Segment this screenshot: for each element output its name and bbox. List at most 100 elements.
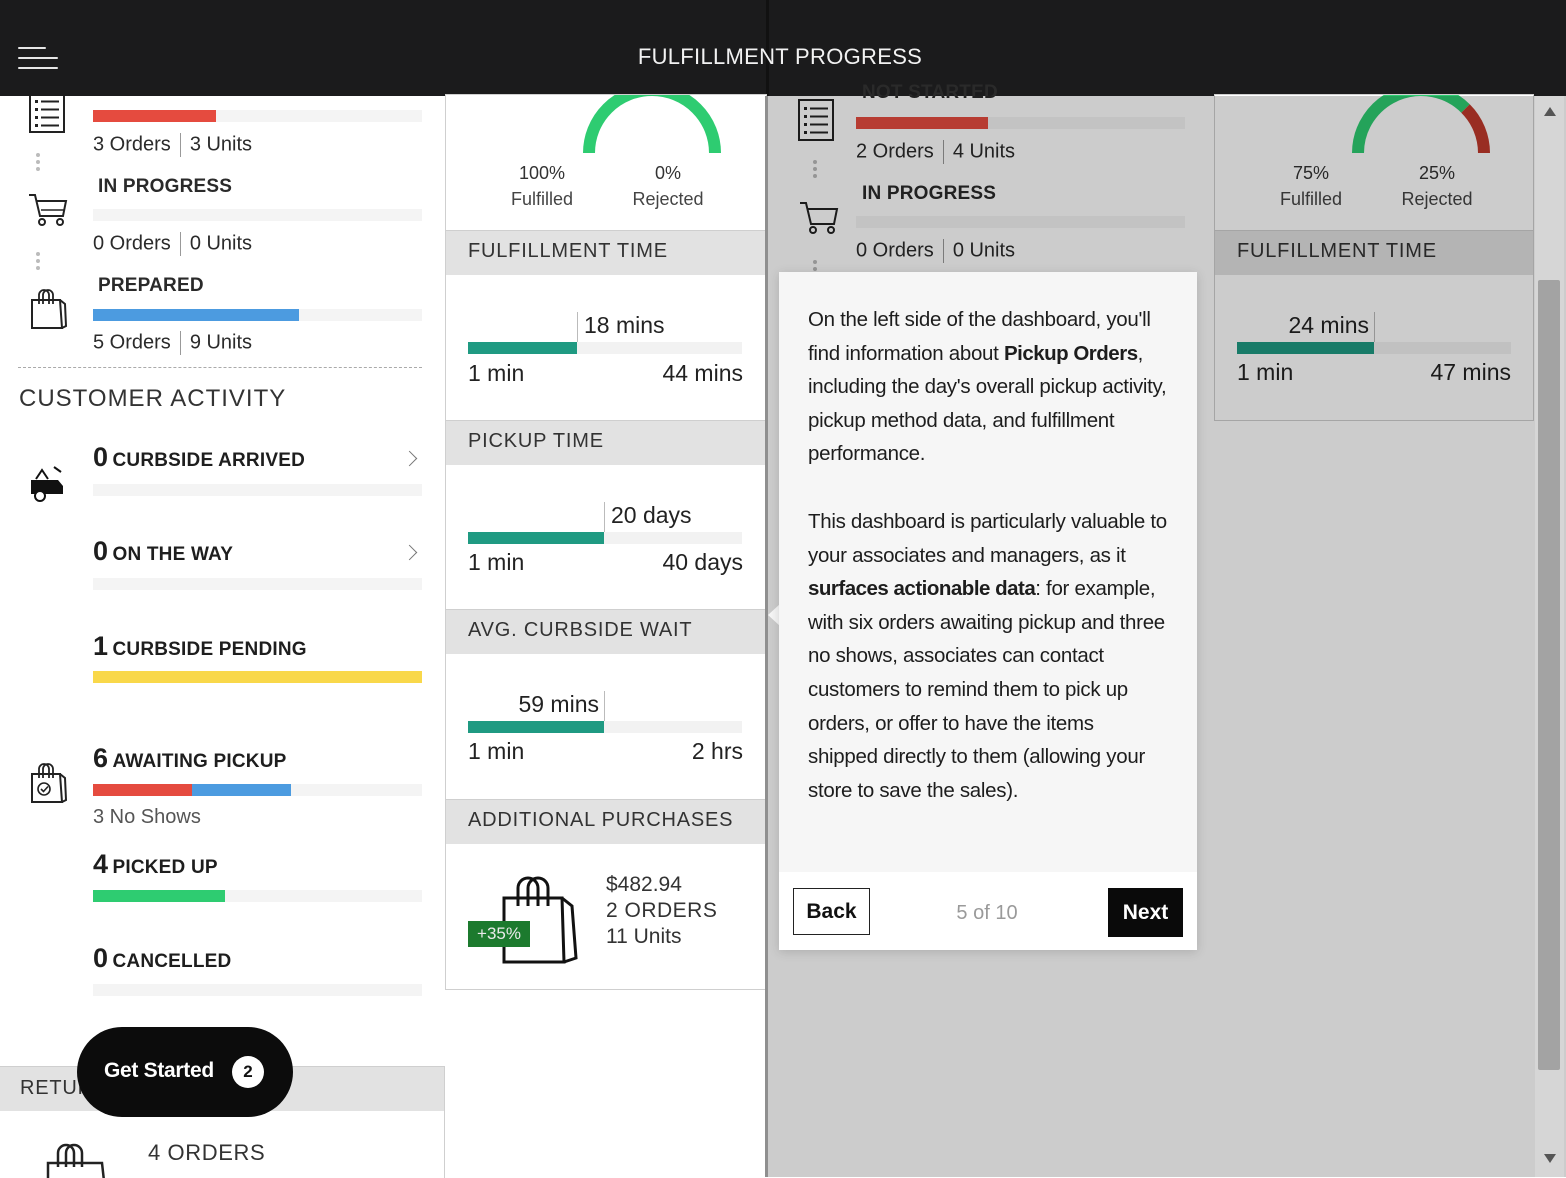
scroll-up-arrow-icon[interactable] [1544, 107, 1556, 116]
fulfillment-time-max: 44 mins [662, 360, 743, 386]
scrollbar[interactable] [1535, 96, 1564, 1177]
prepared-units: 9 Units [189, 331, 253, 354]
value-tick [577, 312, 578, 354]
awaiting-pickup-fill [192, 784, 291, 796]
awaiting-pickup-row: 6 AWAITING PICKUP [93, 743, 287, 774]
tour-popover: On the left side of the dashboard, you'l… [779, 272, 1197, 950]
car-icon [31, 466, 63, 502]
cart-icon [29, 194, 68, 226]
vertical-dots [36, 252, 40, 273]
fulfillment-time-track [468, 342, 742, 354]
prepared-orders: 5 Orders [93, 331, 171, 354]
right-in-progress-label: IN PROGRESS [862, 183, 997, 204]
pickup-time-title: PICKUP TIME [468, 430, 604, 452]
cancelled-row: 0 CANCELLED [93, 943, 231, 974]
cancelled-bar-track [93, 984, 422, 996]
fulfillment-time-header: FULFILLMENT TIME [446, 231, 766, 275]
header-divider [766, 0, 769, 96]
checklist-icon [29, 96, 65, 133]
not-started-orders: 3 Orders [93, 133, 171, 156]
on-the-way-bar-track [93, 578, 422, 590]
pickup-time-max: 40 days [662, 549, 743, 575]
rejected-percent: 0% [654, 163, 681, 183]
tour-paragraph-1: On the left side of the dashboard, you'l… [808, 303, 1168, 471]
pickup-time-fill [468, 532, 604, 544]
right-in-progress-track [856, 216, 1185, 228]
additional-purchases-orders: 2 ORDERS [606, 899, 718, 922]
additional-purchases-card: ADDITIONAL PURCHASES +35% $482.94 2 ORDE… [445, 799, 767, 990]
tour-step-counter: 5 of 10 [956, 902, 1018, 924]
right-fulfillment-time-fill [1237, 342, 1374, 354]
right-rejected-label: Rejected [1401, 189, 1473, 209]
right-left-column: NOT STARTED 2 Orders 4 Units IN PROGRESS … [768, 82, 1212, 1177]
curbside-arrived-count: 0 [93, 442, 109, 472]
fulfillment-time-value: 18 mins [584, 312, 665, 338]
left-column: 3 Orders 3 Units IN PROGRESS 0 Orders 0 Un… [0, 96, 445, 1178]
on-the-way-row[interactable]: 0 ON THE WAY [93, 536, 423, 576]
tour-paragraph-2: This dashboard is particularly valuable … [808, 505, 1168, 807]
in-progress-counts: 0 Orders 0 Units [93, 232, 252, 256]
picked-up-label: PICKED UP [112, 857, 218, 878]
scrollbar-thumb[interactable] [1538, 280, 1560, 1070]
tour-body: On the left side of the dashboard, you'l… [808, 303, 1168, 807]
middle-column: 100% Fulfilled 0% Rejected FULFILLMENT T… [444, 94, 767, 1177]
bag-check-icon [31, 763, 68, 803]
rejected-label: Rejected [632, 189, 704, 209]
right-not-started-counts: 2 Orders 4 Units [856, 140, 1015, 164]
top-header: FULFILLMENT PROGRESS [0, 0, 1566, 96]
tour-text: : for example, with six orders awaiting … [808, 577, 1165, 802]
right-fulfillment-time-max: 47 mins [1430, 359, 1511, 385]
back-button[interactable]: Back [793, 888, 870, 935]
prepared-label: PREPARED [98, 275, 204, 296]
scroll-down-arrow-icon[interactable] [1544, 1154, 1556, 1163]
checklist-icon [798, 99, 834, 141]
awaiting-pickup-no-show-fill [93, 784, 192, 796]
tour-emphasis: Pickup Orders [1003, 341, 1138, 365]
value-tick [1374, 312, 1375, 354]
additional-purchases-header: ADDITIONAL PURCHASES [446, 800, 766, 844]
curbside-arrived-row[interactable]: 0 CURBSIDE ARRIVED [93, 442, 423, 482]
panel-divider [765, 96, 768, 1177]
cancelled-count: 0 [93, 943, 109, 973]
value-tick [604, 502, 605, 544]
right-not-started-orders: 2 Orders [856, 140, 934, 163]
right-fulfillment-time-min: 1 min [1237, 359, 1294, 385]
avg-curbside-wait-title: AVG. CURBSIDE WAIT [468, 619, 693, 641]
avg-curbside-wait-header: AVG. CURBSIDE WAIT [446, 610, 766, 654]
prepared-bar-track [93, 309, 422, 321]
picked-up-row: 4 PICKED UP [93, 849, 218, 880]
next-button[interactable]: Next [1108, 888, 1183, 937]
avg-curbside-wait-card: AVG. CURBSIDE WAIT 59 mins 1 min 2 hrs [445, 609, 767, 801]
right-fulfilled-percent: 75% [1292, 163, 1330, 183]
not-started-bar-track [93, 110, 422, 122]
fulfilled-percent: 100% [518, 163, 566, 183]
picked-up-count: 4 [93, 849, 109, 879]
picked-up-bar-fill [93, 890, 225, 902]
picked-up-bar-track [93, 890, 422, 902]
in-progress-orders: 0 Orders [93, 232, 171, 255]
hamburger-menu-icon[interactable] [18, 44, 58, 74]
avg-curbside-wait-min: 1 min [468, 738, 525, 764]
bag-icon [31, 289, 68, 329]
additional-purchases-badge: +35% [468, 921, 530, 947]
value-tick [604, 691, 605, 733]
pickup-time-value: 20 days [611, 502, 692, 528]
pickup-time-card: PICKUP TIME 20 days 1 min 40 days [445, 420, 767, 611]
returns-card-title: RETUR [20, 1077, 93, 1099]
right-in-progress-units: 0 Units [952, 239, 1016, 262]
right-fulfillment-gauge [1352, 95, 1490, 154]
curbside-pending-label: CURBSIDE PENDING [112, 639, 307, 660]
right-not-started-track [856, 117, 1185, 129]
in-progress-units: 0 Units [189, 232, 253, 255]
right-not-started-fill [856, 117, 988, 129]
get-started-button[interactable]: Get Started 2 [77, 1027, 293, 1117]
curbside-pending-bar-fill [93, 671, 422, 683]
get-started-label: Get Started [104, 1059, 214, 1082]
cancelled-label: CANCELLED [112, 951, 232, 972]
not-started-units: 3 Units [189, 133, 253, 156]
bag-icon [46, 1143, 105, 1178]
pickup-time-min: 1 min [468, 549, 525, 575]
right-fulfillment-time-card: FULFILLMENT TIME 24 mins 1 min 47 mins [1214, 230, 1534, 421]
right-fulfillment-time-title: FULFILLMENT TIME [1237, 240, 1437, 262]
returns-orders: 4 ORDERS [148, 1140, 266, 1165]
